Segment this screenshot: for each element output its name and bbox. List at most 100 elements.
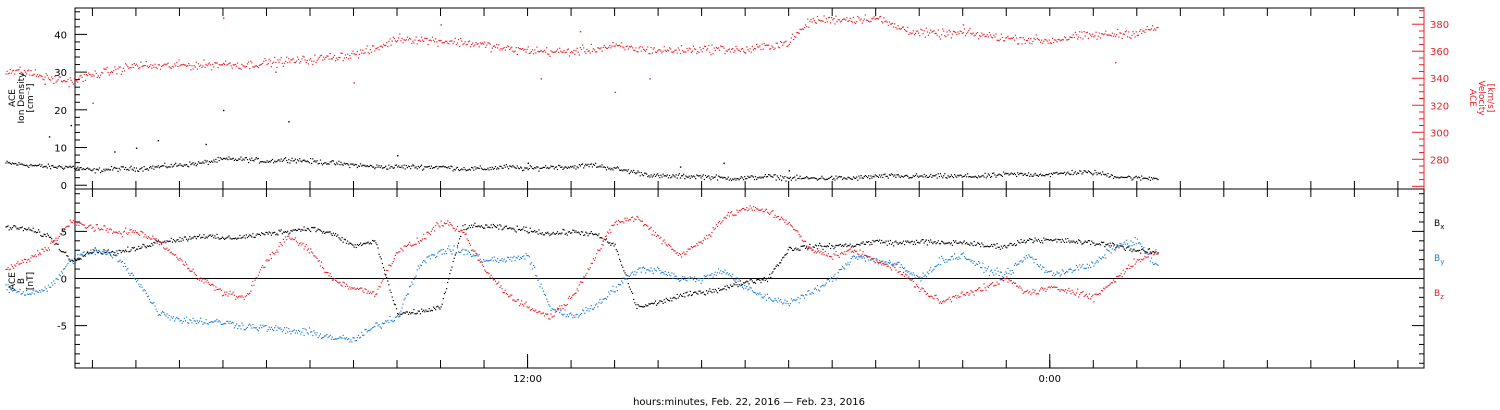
density-point xyxy=(1081,173,1083,175)
density-point xyxy=(864,174,866,177)
density-point xyxy=(1094,169,1096,171)
density-point xyxy=(783,177,785,179)
bx-point xyxy=(568,231,571,233)
density-point xyxy=(79,167,81,169)
bx-point xyxy=(567,231,569,233)
bz-point xyxy=(412,244,414,246)
bx-point xyxy=(887,240,889,242)
bz-point xyxy=(138,233,140,235)
by-point xyxy=(710,274,712,276)
by-point xyxy=(770,298,772,300)
density-point xyxy=(640,172,642,174)
velocity-point xyxy=(598,47,600,49)
bz-point xyxy=(489,276,491,278)
velocity-point xyxy=(255,65,257,67)
velocity-point xyxy=(521,48,523,50)
bx-point xyxy=(695,291,697,293)
density-point xyxy=(633,169,635,171)
bx-point xyxy=(9,227,11,229)
by-point xyxy=(6,289,8,291)
bz-point xyxy=(231,293,233,295)
velocity-point xyxy=(490,51,492,53)
bx-point xyxy=(1096,243,1098,245)
bx-point xyxy=(703,293,705,295)
velocity-point xyxy=(190,69,192,71)
velocity-point xyxy=(999,38,1001,40)
velocity-point xyxy=(290,59,292,61)
bx-point xyxy=(959,241,961,243)
by-point xyxy=(726,272,728,274)
velocity-point xyxy=(1152,25,1154,27)
bx-point xyxy=(97,252,99,254)
bx-point xyxy=(283,231,286,233)
bx-point xyxy=(256,233,258,235)
bx-point xyxy=(237,237,239,239)
velocity-point xyxy=(884,21,886,23)
by-point xyxy=(875,257,877,260)
density-point xyxy=(457,169,460,171)
velocity-point xyxy=(768,44,770,46)
velocity-point xyxy=(834,23,836,25)
bx-point xyxy=(678,295,680,297)
bx-point xyxy=(531,231,534,233)
velocity-point xyxy=(943,30,945,32)
density-point xyxy=(729,178,732,180)
bx-point xyxy=(908,241,910,243)
density-point xyxy=(615,167,617,169)
by-point xyxy=(787,303,789,305)
velocity-point xyxy=(264,57,266,60)
density-point xyxy=(301,161,303,163)
velocity-point xyxy=(23,69,26,72)
bz-point xyxy=(459,231,461,233)
velocity-point xyxy=(325,56,327,59)
bz-point xyxy=(17,261,19,263)
velocity-point xyxy=(1040,41,1042,43)
by-point xyxy=(21,293,23,295)
velocity-point xyxy=(348,58,350,60)
bx-point xyxy=(954,241,956,243)
density-point xyxy=(691,176,693,178)
by-point xyxy=(5,284,7,286)
bx-point xyxy=(1122,246,1124,248)
density-point xyxy=(781,179,783,181)
density-point xyxy=(886,175,888,177)
velocity-point xyxy=(1153,29,1155,31)
velocity-point xyxy=(231,67,233,69)
velocity-point xyxy=(743,50,745,52)
by-point xyxy=(133,277,135,279)
by-point xyxy=(1013,264,1016,266)
bx-point xyxy=(781,259,783,261)
by-point xyxy=(1102,256,1104,258)
bx-point xyxy=(671,300,673,302)
by-point xyxy=(303,334,305,336)
velocity-point xyxy=(883,17,885,19)
by-point xyxy=(75,261,77,263)
density-point xyxy=(966,176,968,178)
bz-point xyxy=(543,315,546,317)
by-point xyxy=(1037,265,1039,267)
density-point xyxy=(932,175,934,177)
velocity-point xyxy=(736,47,738,50)
velocity-point xyxy=(586,48,588,50)
velocity-point xyxy=(243,65,245,67)
velocity-point xyxy=(655,51,658,53)
bx-point xyxy=(763,277,765,279)
density-point xyxy=(820,177,822,179)
density-point xyxy=(774,174,776,176)
velocity-point xyxy=(657,50,659,52)
bx-point xyxy=(669,300,671,302)
bz-point xyxy=(96,224,98,226)
velocity-point xyxy=(256,65,258,68)
velocity-point xyxy=(1134,36,1136,38)
by-point xyxy=(145,292,147,294)
bx-point xyxy=(1147,248,1149,250)
velocity-point xyxy=(239,67,241,69)
velocity-point xyxy=(421,36,423,38)
velocity-point xyxy=(8,72,10,74)
density-point xyxy=(748,176,750,178)
bz-point xyxy=(439,226,441,228)
density-point xyxy=(379,166,381,169)
by-point xyxy=(566,314,568,316)
bz-point xyxy=(115,231,117,233)
density-point xyxy=(910,177,912,179)
